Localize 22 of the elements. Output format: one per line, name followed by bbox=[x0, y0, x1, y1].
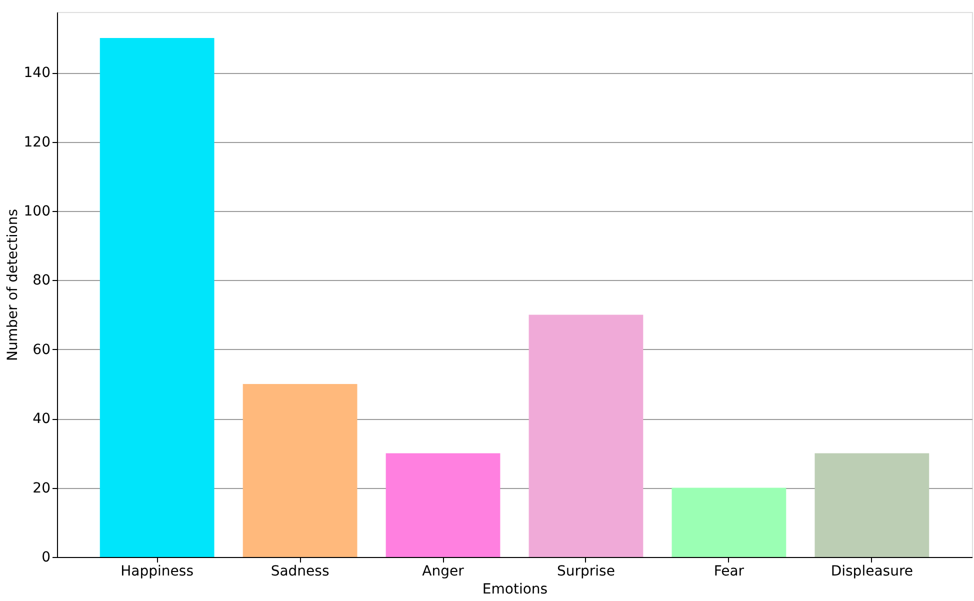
y-tick-label: 100 bbox=[24, 203, 50, 220]
y-axis-title: Number of detections bbox=[4, 208, 21, 362]
x-tick-label: Fear bbox=[714, 564, 744, 580]
y-tick-label: 40 bbox=[32, 411, 50, 428]
x-axis-title: Emotions bbox=[482, 582, 548, 598]
bar bbox=[100, 38, 214, 557]
x-tick-label: Displeasure bbox=[830, 564, 914, 580]
bar bbox=[528, 314, 644, 557]
y-tick-label: 20 bbox=[32, 480, 50, 496]
bar bbox=[386, 453, 500, 557]
x-tick-label: Sadness bbox=[270, 564, 330, 580]
x-tick-label: Happiness bbox=[120, 564, 194, 580]
y-tick-label: 80 bbox=[32, 272, 50, 289]
x-tick-label: Anger bbox=[422, 564, 464, 580]
y-tick-label: 120 bbox=[24, 134, 50, 150]
y-tick-label: 60 bbox=[32, 342, 50, 358]
bar bbox=[672, 488, 786, 557]
bar bbox=[242, 384, 358, 557]
bar bbox=[814, 453, 930, 557]
y-tick-label: 0 bbox=[42, 550, 50, 566]
x-tick-label: Surprise bbox=[557, 564, 615, 580]
y-tick-label: 140 bbox=[24, 65, 50, 82]
